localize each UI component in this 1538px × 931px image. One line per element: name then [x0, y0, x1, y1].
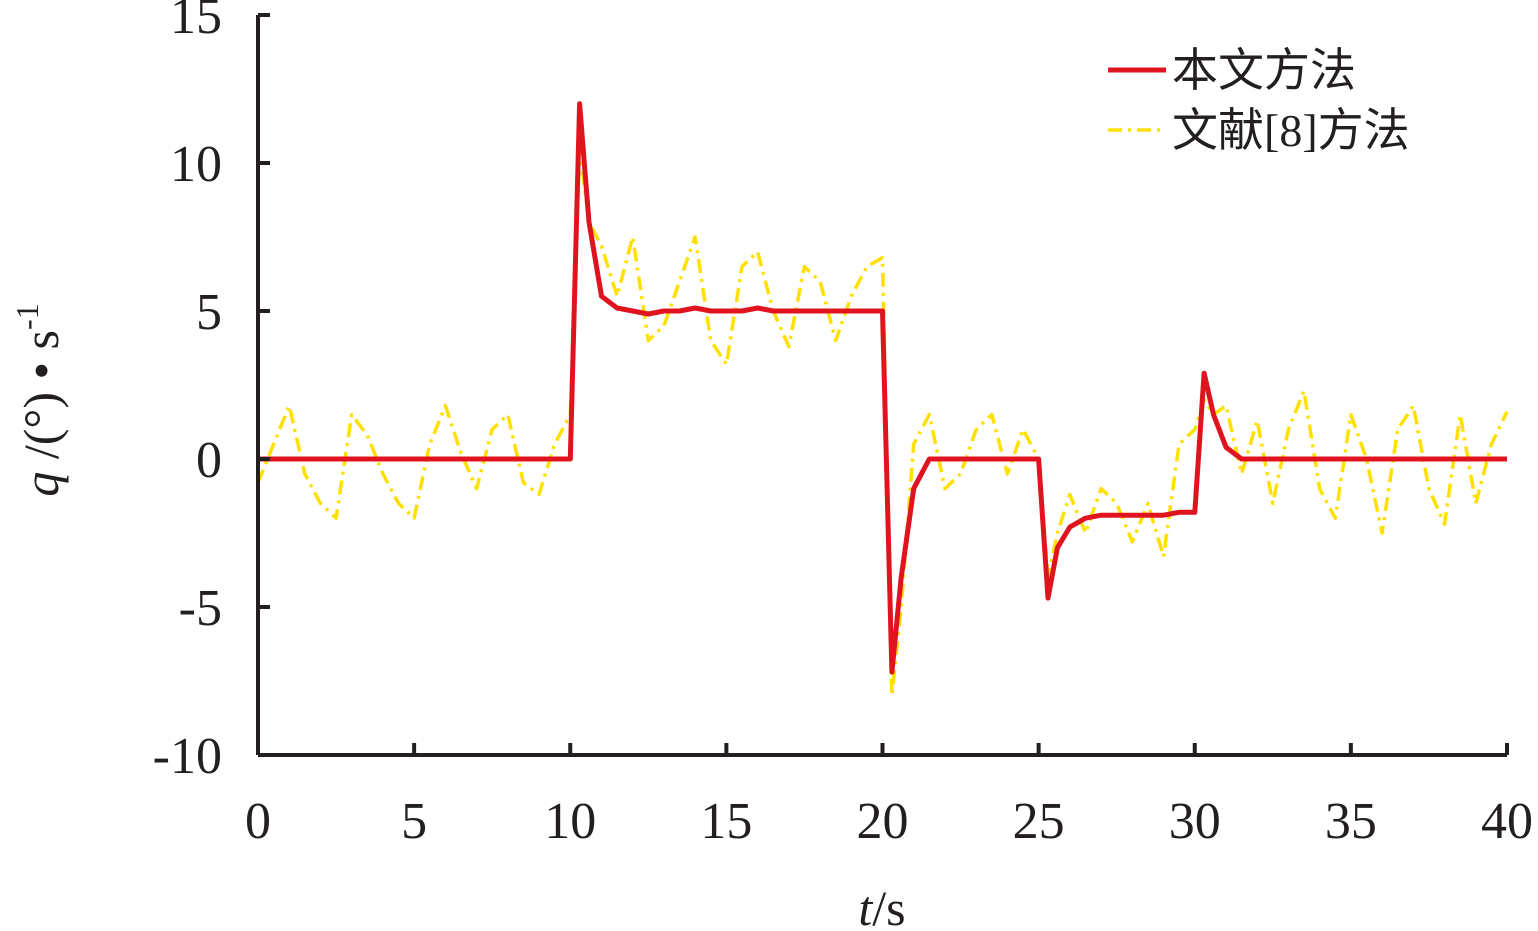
y-label-sup: -1 [9, 303, 45, 330]
y-tick-label: 5 [196, 284, 222, 341]
series-line [256, 146, 1509, 698]
x-label-unit: /s [872, 880, 905, 931]
x-tick-label: 0 [245, 793, 271, 850]
x-tick-label: 25 [1013, 793, 1065, 850]
x-tick-label: 10 [544, 793, 596, 850]
plot-area [256, 101, 1509, 698]
x-tick-label: 35 [1325, 793, 1377, 850]
legend-label: 本文方法 [1172, 45, 1356, 96]
legend-label: 文献[8]方法 [1172, 105, 1410, 156]
x-tick-label: 20 [857, 793, 909, 850]
x-tick-label: 5 [401, 793, 427, 850]
series-line [258, 101, 1507, 675]
y-label-var: q [13, 472, 69, 497]
y-tick-label: 0 [196, 432, 222, 489]
y-tick-label: -10 [153, 728, 222, 785]
y-tick-label: -5 [179, 580, 222, 637]
x-axis-label: t/s [858, 880, 905, 931]
y-axis-label: q /(°) • s-1 [9, 303, 69, 496]
y-tick-label: 15 [170, 0, 222, 45]
x-tick-label: 40 [1481, 793, 1533, 850]
x-tick-label: 30 [1169, 793, 1221, 850]
x-label-var: t [858, 880, 873, 931]
y-label-unit: /(°) • s [13, 330, 69, 472]
x-tick-label: 15 [700, 793, 752, 850]
y-tick-label: 10 [170, 136, 222, 193]
